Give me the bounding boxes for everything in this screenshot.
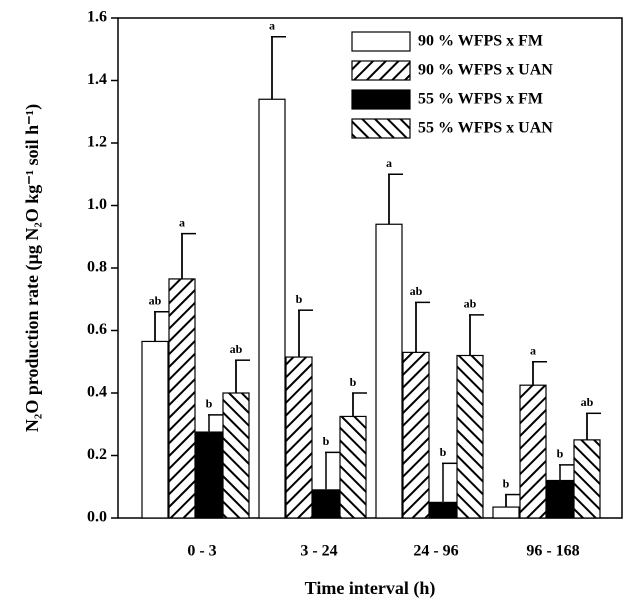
significance-letter: b — [206, 397, 213, 411]
x-tick-label: 96 - 168 — [526, 543, 579, 560]
bar — [195, 431, 223, 519]
legend-swatch — [351, 118, 411, 139]
legend-label: 55 % WFPS x UAN — [418, 120, 553, 137]
significance-letter: ab — [464, 297, 477, 311]
significance-letter: ab — [581, 395, 594, 409]
bar — [456, 354, 484, 519]
y-tick-label: 0.6 — [87, 321, 107, 338]
significance-letter: a — [386, 156, 392, 170]
y-tick-label: 0.2 — [87, 446, 107, 463]
bar — [429, 501, 457, 519]
bar — [285, 356, 313, 519]
bar — [519, 384, 547, 519]
significance-letter: b — [296, 292, 303, 306]
significance-letter: a — [269, 19, 275, 33]
y-tick-label: 1.4 — [87, 71, 107, 88]
significance-letter: a — [179, 215, 185, 229]
bar — [546, 479, 574, 519]
bar — [222, 392, 250, 519]
significance-letter: ab — [230, 342, 243, 356]
significance-letter: ab — [410, 284, 423, 298]
significance-letter: a — [530, 344, 536, 358]
x-tick-label: 24 - 96 — [413, 543, 458, 560]
y-axis-label: N₂O production rate (µg N₂O kg⁻¹ soil h⁻… — [22, 104, 43, 432]
legend-swatch — [351, 31, 411, 52]
legend-label: 55 % WFPS x FM — [418, 91, 543, 108]
bar — [339, 415, 367, 519]
significance-letter: b — [350, 375, 357, 389]
significance-letter: ab — [149, 294, 162, 308]
bar — [402, 351, 430, 519]
y-tick-label: 1.6 — [87, 9, 107, 26]
y-tick-label: 0.8 — [87, 259, 107, 276]
bar — [492, 506, 520, 519]
significance-letter: b — [503, 476, 510, 490]
significance-letter: b — [557, 447, 564, 461]
bar — [168, 278, 196, 519]
x-tick-label: 0 - 3 — [187, 543, 216, 560]
bar — [258, 98, 286, 519]
significance-letter: b — [323, 434, 330, 448]
x-axis-label: Time interval (h) — [305, 578, 436, 599]
y-tick-label: 1.2 — [87, 134, 107, 151]
legend-swatch — [351, 60, 411, 81]
y-tick-label: 0.4 — [87, 384, 107, 401]
y-tick-label: 0.0 — [87, 509, 107, 526]
legend-label: 90 % WFPS x UAN — [418, 62, 553, 79]
bar — [141, 340, 169, 519]
legend-label: 90 % WFPS x FM — [418, 33, 543, 50]
bar — [573, 439, 601, 519]
significance-letter: b — [440, 445, 447, 459]
bar — [375, 223, 403, 519]
legend-swatch — [351, 89, 411, 110]
bar — [312, 489, 340, 519]
x-tick-label: 3 - 24 — [300, 543, 337, 560]
y-tick-label: 1.0 — [87, 196, 107, 213]
